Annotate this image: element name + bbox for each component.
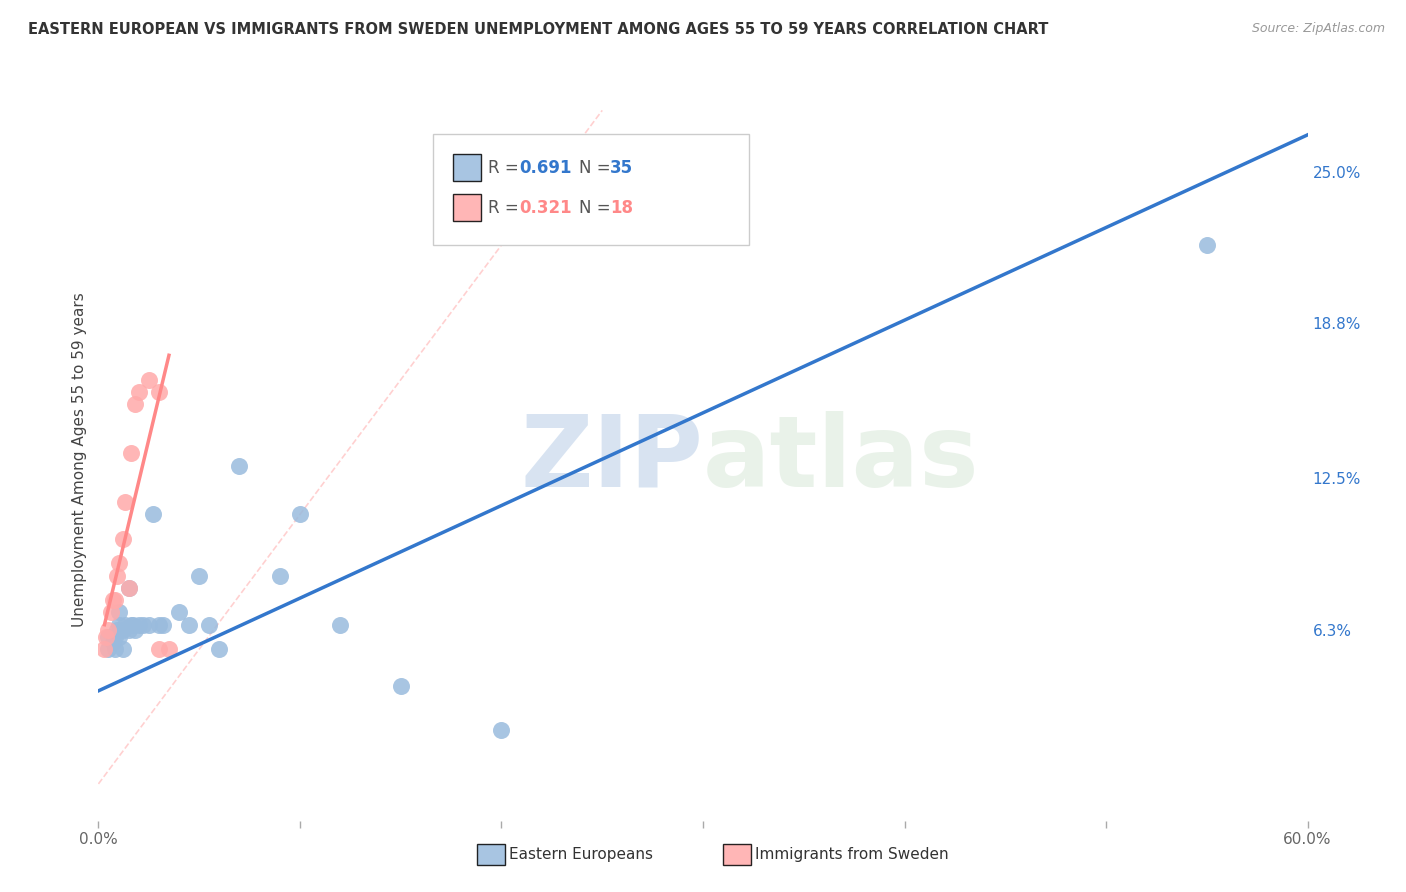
- Point: [111, 642, 134, 657]
- Point: [118, 623, 141, 637]
- Point: [179, 617, 201, 632]
- Point: [491, 723, 513, 737]
- Point: [111, 532, 134, 546]
- Point: [124, 623, 146, 637]
- Text: 35: 35: [610, 159, 633, 177]
- Point: [114, 495, 136, 509]
- Text: R =: R =: [488, 159, 524, 177]
- Point: [97, 642, 120, 657]
- Point: [114, 617, 136, 632]
- Point: [120, 446, 142, 460]
- Point: [167, 606, 190, 620]
- Point: [148, 642, 170, 657]
- Point: [105, 568, 128, 582]
- Text: Immigrants from Sweden: Immigrants from Sweden: [755, 847, 949, 862]
- Point: [107, 557, 129, 571]
- Point: [107, 617, 129, 632]
- Point: [93, 642, 115, 657]
- Point: [100, 606, 122, 620]
- Point: [288, 508, 311, 522]
- Text: atlas: atlas: [703, 411, 980, 508]
- Point: [96, 630, 118, 644]
- Point: [97, 630, 120, 644]
- Text: N =: N =: [579, 159, 616, 177]
- Y-axis label: Unemployment Among Ages 55 to 59 years: Unemployment Among Ages 55 to 59 years: [72, 292, 87, 627]
- Point: [198, 617, 221, 632]
- Text: N =: N =: [579, 199, 616, 217]
- Point: [103, 642, 125, 657]
- Point: [97, 623, 120, 637]
- Point: [389, 679, 412, 693]
- Point: [157, 642, 180, 657]
- Point: [138, 617, 160, 632]
- Text: 0.321: 0.321: [519, 199, 571, 217]
- Text: ZIP: ZIP: [520, 411, 703, 508]
- Point: [128, 384, 150, 399]
- Point: [132, 617, 155, 632]
- Point: [138, 373, 160, 387]
- Point: [118, 581, 141, 595]
- Text: Eastern Europeans: Eastern Europeans: [509, 847, 652, 862]
- Point: [188, 568, 211, 582]
- Point: [107, 630, 129, 644]
- Point: [101, 593, 124, 607]
- Point: [148, 384, 170, 399]
- Text: R =: R =: [488, 199, 524, 217]
- Point: [148, 617, 170, 632]
- Text: EASTERN EUROPEAN VS IMMIGRANTS FROM SWEDEN UNEMPLOYMENT AMONG AGES 55 TO 59 YEAR: EASTERN EUROPEAN VS IMMIGRANTS FROM SWED…: [28, 22, 1049, 37]
- Point: [107, 606, 129, 620]
- Point: [120, 617, 142, 632]
- Point: [142, 508, 165, 522]
- Point: [128, 617, 150, 632]
- Point: [118, 581, 141, 595]
- Point: [208, 642, 231, 657]
- Point: [269, 568, 291, 582]
- Point: [103, 630, 125, 644]
- Text: 18: 18: [610, 199, 633, 217]
- Point: [103, 593, 125, 607]
- Point: [105, 623, 128, 637]
- Point: [101, 635, 124, 649]
- Text: Source: ZipAtlas.com: Source: ZipAtlas.com: [1251, 22, 1385, 36]
- Point: [111, 623, 134, 637]
- Point: [228, 458, 250, 473]
- Text: 0.691: 0.691: [519, 159, 571, 177]
- Point: [329, 617, 352, 632]
- Point: [121, 617, 143, 632]
- Point: [152, 617, 174, 632]
- Point: [1195, 238, 1218, 252]
- Point: [124, 397, 146, 411]
